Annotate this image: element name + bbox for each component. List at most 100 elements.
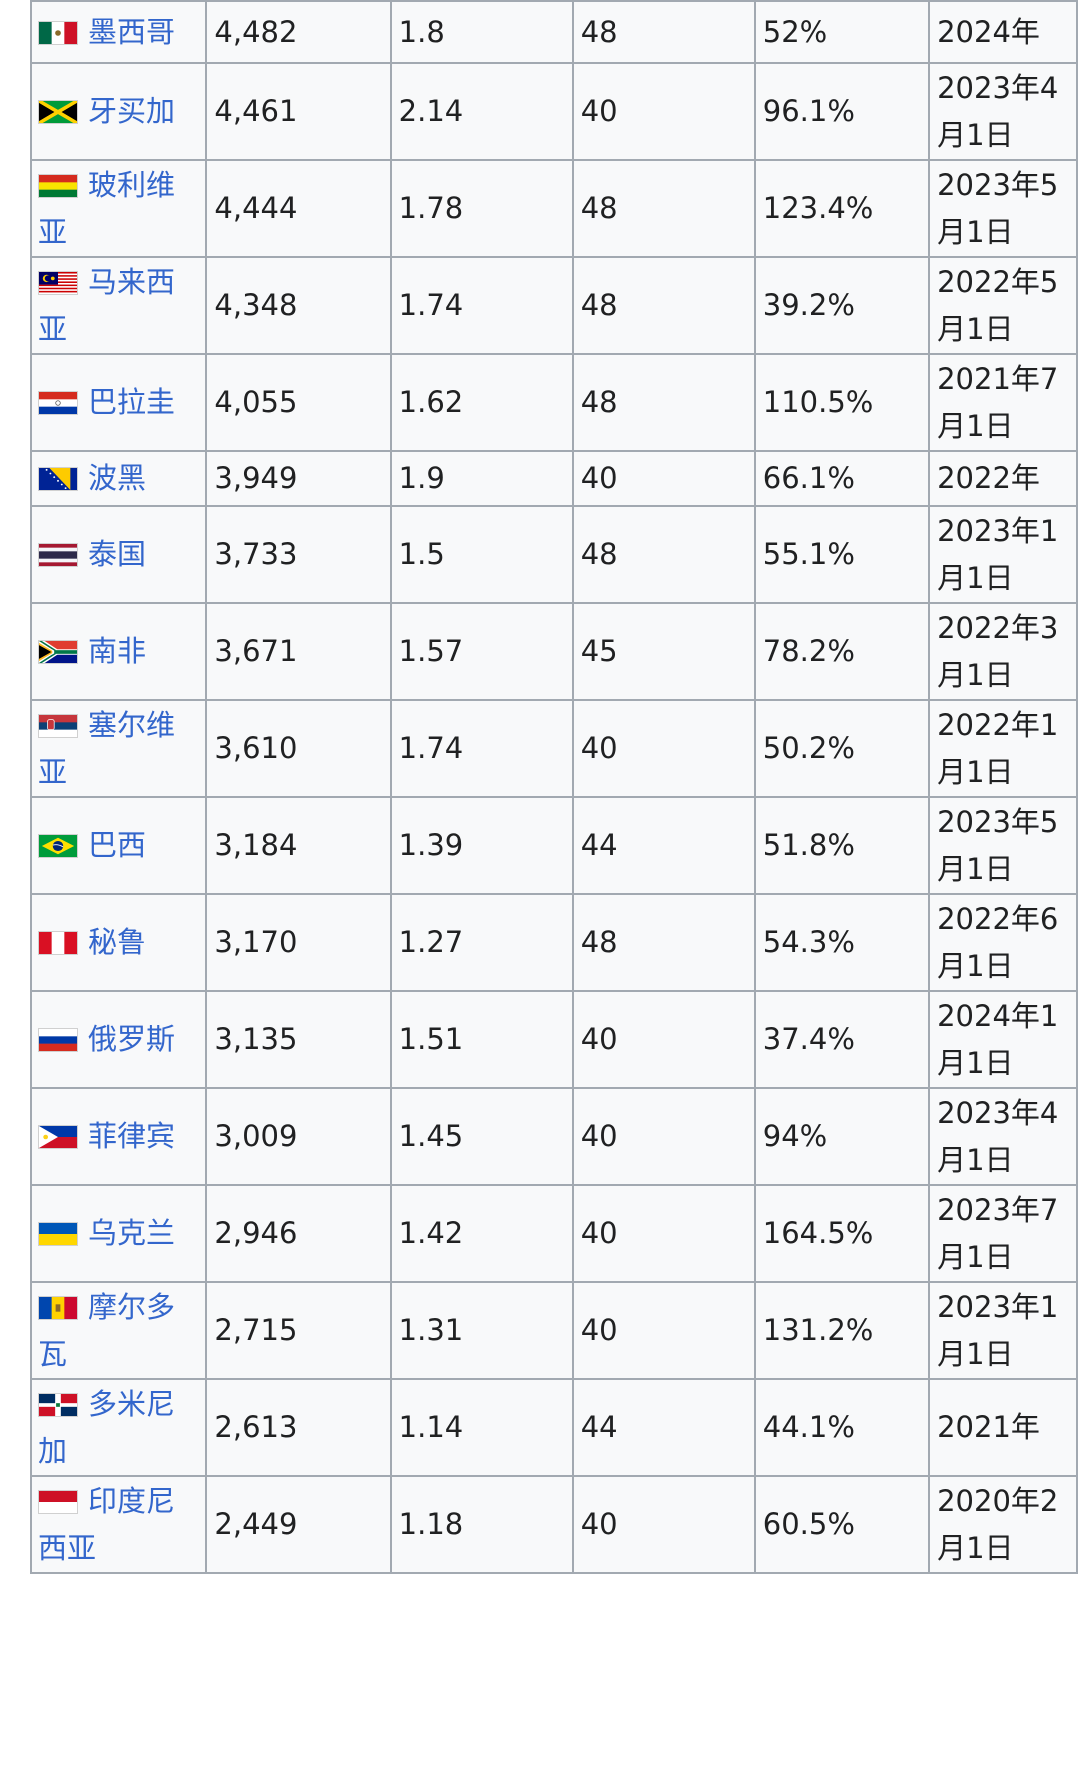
effective-date-cell: 2023年5月1日: [928, 796, 1078, 895]
weekly-hours-cell: 40: [571, 450, 756, 507]
weekly-hours-cell: 40: [571, 990, 756, 1089]
table-row: 牙买加 4,461 2.14 40 96.1% 2023年4月1日: [29, 62, 1078, 161]
country-link[interactable]: 玻利维亚: [38, 167, 176, 249]
country-link[interactable]: 俄罗斯: [88, 1022, 176, 1056]
ukraine-flag-icon[interactable]: [38, 1222, 78, 1246]
country-link[interactable]: 墨西哥: [88, 14, 176, 49]
wage-value-cell: 4,055: [205, 353, 392, 452]
wage-value-cell: 4,444: [205, 159, 392, 258]
table-row: 摩尔多瓦 2,715 1.31 40 131.2% 2023年1月1日: [29, 1281, 1078, 1380]
philippines-flag-icon[interactable]: [38, 1125, 78, 1149]
mexico-flag-icon[interactable]: [38, 20, 78, 45]
south-africa-flag-icon[interactable]: [38, 640, 78, 664]
table-row: 玻利维亚 4,444 1.78 48 123.4% 2023年5月1日: [29, 159, 1078, 258]
country-link[interactable]: 乌克兰: [88, 1216, 176, 1250]
wage-value-cell: 3,135: [205, 990, 392, 1089]
weekly-hours-cell: 40: [571, 1184, 756, 1283]
ratio-cell: 1.45: [389, 1087, 574, 1186]
bosnia-flag-icon[interactable]: [38, 467, 78, 491]
ratio-cell: 2.14: [389, 62, 574, 161]
indonesia-flag-icon[interactable]: [38, 1489, 78, 1514]
russia-flag-icon[interactable]: [38, 1028, 78, 1052]
thailand-flag-icon[interactable]: [38, 543, 78, 567]
percent-cell: 52%: [753, 0, 931, 64]
wage-value-cell: 3,671: [205, 602, 392, 701]
table-row: 塞尔维亚 3,610 1.74 40 50.2% 2022年1月1日: [29, 699, 1078, 798]
ratio-cell: 1.9: [389, 450, 574, 507]
country-link[interactable]: 塞尔维亚: [38, 707, 176, 789]
wage-value-cell: 2,715: [205, 1281, 392, 1380]
ratio-cell: 1.8: [389, 0, 574, 64]
weekly-hours-cell: 40: [571, 1281, 756, 1380]
table-row: 多米尼加 2,613 1.14 44 44.1% 2021年: [29, 1378, 1078, 1477]
table-row: 乌克兰 2,946 1.42 40 164.5% 2023年7月1日: [29, 1184, 1078, 1283]
percent-cell: 123.4%: [753, 159, 931, 258]
effective-date-cell: 2022年1月1日: [928, 699, 1078, 798]
effective-date-cell: 2024年: [928, 0, 1078, 64]
country-cell: 马来西亚: [29, 256, 208, 355]
ratio-cell: 1.78: [389, 159, 574, 258]
percent-cell: 110.5%: [753, 353, 931, 452]
country-cell: 波黑: [29, 450, 208, 507]
percent-cell: 78.2%: [753, 602, 931, 701]
wage-value-cell: 4,482: [205, 0, 392, 64]
country-link[interactable]: 菲律宾: [88, 1119, 176, 1153]
ratio-cell: 1.39: [389, 796, 574, 895]
effective-date-cell: 2022年: [928, 450, 1078, 507]
ratio-cell: 1.31: [389, 1281, 574, 1380]
jamaica-flag-icon[interactable]: [38, 100, 78, 124]
country-cell: 塞尔维亚: [29, 699, 208, 798]
weekly-hours-cell: 40: [571, 1475, 756, 1574]
country-link[interactable]: 巴西: [88, 828, 147, 862]
country-link[interactable]: 马来西亚: [38, 264, 176, 346]
country-cell: 乌克兰: [29, 1184, 208, 1283]
wage-value-cell: 2,946: [205, 1184, 392, 1283]
country-link[interactable]: 波黑: [88, 461, 147, 495]
country-link[interactable]: 印度尼西亚: [38, 1483, 176, 1565]
country-link[interactable]: 巴拉圭: [88, 385, 176, 419]
bolivia-flag-icon[interactable]: [38, 173, 78, 198]
effective-date-cell: 2021年7月1日: [928, 353, 1078, 452]
table-body: 墨西哥 4,482 1.8 48 52% 2024年 牙买加 4,461 2.14 40 96.1%…: [29, 0, 1078, 1574]
effective-date-cell: 2023年4月1日: [928, 62, 1078, 161]
ratio-cell: 1.74: [389, 256, 574, 355]
weekly-hours-cell: 48: [571, 256, 756, 355]
percent-cell: 37.4%: [753, 990, 931, 1089]
table-row: 巴西 3,184 1.39 44 51.8% 2023年5月1日: [29, 796, 1078, 895]
ratio-cell: 1.5: [389, 505, 574, 604]
country-cell: 俄罗斯: [29, 990, 208, 1089]
country-link[interactable]: 多米尼加: [38, 1386, 176, 1468]
country-cell: 墨西哥: [29, 0, 208, 64]
wage-value-cell: 2,449: [205, 1475, 392, 1574]
malaysia-flag-icon[interactable]: [38, 270, 78, 295]
country-cell: 菲律宾: [29, 1087, 208, 1186]
wage-table-container: 墨西哥 4,482 1.8 48 52% 2024年 牙买加 4,461 2.14 40 96.1%…: [29, 0, 1078, 1574]
weekly-hours-cell: 44: [571, 1378, 756, 1477]
effective-date-cell: 2022年5月1日: [928, 256, 1078, 355]
effective-date-cell: 2023年1月1日: [928, 1281, 1078, 1380]
country-link[interactable]: 泰国: [88, 537, 147, 571]
effective-date-cell: 2023年4月1日: [928, 1087, 1078, 1186]
country-link[interactable]: 南非: [88, 634, 147, 668]
ratio-cell: 1.51: [389, 990, 574, 1089]
serbia-flag-icon[interactable]: [38, 713, 78, 738]
wage-value-cell: 3,170: [205, 893, 392, 992]
ratio-cell: 1.14: [389, 1378, 574, 1477]
country-cell: 巴拉圭: [29, 353, 208, 452]
country-cell: 多米尼加: [29, 1378, 208, 1477]
country-cell: 玻利维亚: [29, 159, 208, 258]
moldova-flag-icon[interactable]: [38, 1295, 78, 1320]
peru-flag-icon[interactable]: [38, 931, 78, 955]
paraguay-flag-icon[interactable]: [38, 391, 78, 415]
country-link[interactable]: 牙买加: [88, 94, 176, 128]
percent-cell: 54.3%: [753, 893, 931, 992]
percent-cell: 94%: [753, 1087, 931, 1186]
wage-value-cell: 3,009: [205, 1087, 392, 1186]
country-link[interactable]: 摩尔多瓦: [38, 1289, 176, 1371]
effective-date-cell: 2023年5月1日: [928, 159, 1078, 258]
brazil-flag-icon[interactable]: [38, 834, 78, 858]
country-link[interactable]: 秘鲁: [88, 925, 147, 959]
ratio-cell: 1.57: [389, 602, 574, 701]
dominican-republic-flag-icon[interactable]: [38, 1392, 78, 1417]
wage-value-cell: 4,461: [205, 62, 392, 161]
